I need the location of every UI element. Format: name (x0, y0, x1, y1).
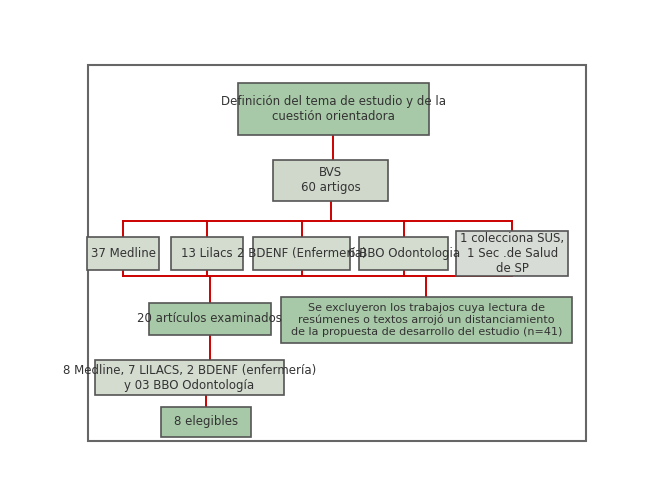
FancyBboxPatch shape (149, 302, 271, 336)
FancyBboxPatch shape (95, 360, 284, 395)
Text: 8 Medline, 7 LILACS, 2 BDENF (enfermería)
y 03 BBO Odontología: 8 Medline, 7 LILACS, 2 BDENF (enfermería… (63, 364, 316, 392)
Text: Definición del tema de estudio y de la
cuestión orientadora: Definición del tema de estudio y de la c… (221, 95, 446, 123)
FancyBboxPatch shape (88, 64, 586, 441)
Text: 1 colecciona SUS,
1 Sec .de Salud
de SP: 1 colecciona SUS, 1 Sec .de Salud de SP (460, 232, 564, 275)
Text: 6 BBO Odontologia: 6 BBO Odontologia (347, 247, 460, 260)
Text: 20 artículos examinados: 20 artículos examinados (138, 312, 282, 326)
FancyBboxPatch shape (281, 297, 572, 343)
FancyBboxPatch shape (161, 406, 251, 438)
FancyBboxPatch shape (274, 160, 388, 200)
Text: Se excluyeron los trabajos cuya lectura de
resúmenes o textos arrojó un distanci: Se excluyeron los trabajos cuya lectura … (291, 303, 562, 337)
FancyBboxPatch shape (359, 237, 448, 270)
FancyBboxPatch shape (253, 237, 350, 270)
FancyBboxPatch shape (238, 83, 429, 135)
FancyBboxPatch shape (456, 232, 569, 276)
Text: 13 Lilacs: 13 Lilacs (182, 247, 233, 260)
FancyBboxPatch shape (88, 237, 159, 270)
FancyBboxPatch shape (172, 237, 243, 270)
Text: 8 elegibles: 8 elegibles (174, 416, 238, 428)
Text: 2 BDENF (Enfermería): 2 BDENF (Enfermería) (237, 247, 367, 260)
Text: BVS
60 artigos: BVS 60 artigos (301, 166, 361, 194)
Text: 37 Medline: 37 Medline (91, 247, 155, 260)
